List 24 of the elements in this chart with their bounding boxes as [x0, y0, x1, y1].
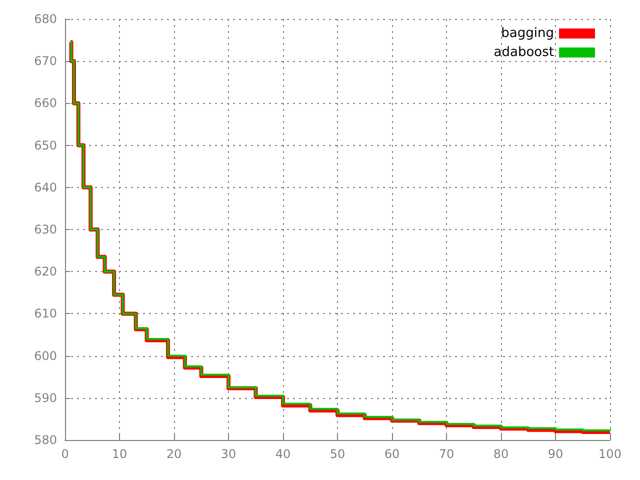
- x-tick-label: 30: [220, 447, 236, 461]
- x-tick-label: 20: [166, 447, 182, 461]
- legend-label: bagging: [501, 26, 554, 41]
- y-tick-label: 580: [34, 433, 57, 447]
- x-tick-label: 40: [275, 447, 291, 461]
- y-tick-label: 600: [34, 348, 57, 363]
- x-tick-label: 0: [61, 447, 69, 461]
- x-tick-label: 50: [330, 447, 346, 461]
- y-tick-label: 590: [34, 390, 57, 405]
- y-tick-label: 630: [34, 222, 57, 236]
- legend-label: adaboost: [494, 45, 554, 60]
- x-tick-label: 70: [438, 447, 454, 461]
- x-tick-label: 80: [493, 447, 509, 461]
- y-tick-label: 650: [34, 138, 57, 152]
- x-tick-label: 10: [112, 447, 128, 461]
- y-tick-label: 610: [34, 306, 57, 321]
- x-tick-label: 90: [548, 447, 564, 461]
- y-tick-label: 670: [34, 54, 57, 68]
- y-tick-label: 660: [34, 96, 57, 110]
- y-tick-label: 620: [34, 264, 57, 279]
- y-tick-label: 640: [34, 180, 57, 194]
- x-tick-label: 100: [598, 447, 622, 461]
- x-tick-label: 60: [384, 447, 400, 461]
- y-tick-label: 680: [34, 12, 57, 26]
